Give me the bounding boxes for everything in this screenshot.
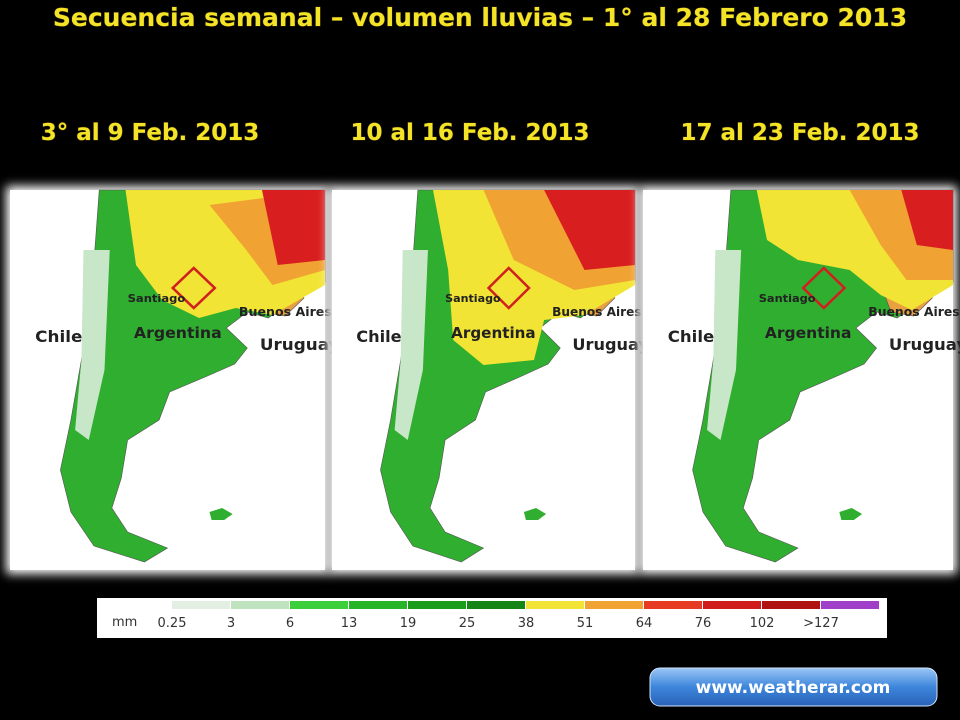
legend-swatch — [290, 601, 348, 609]
legend-unit: mm — [112, 615, 137, 630]
place-label: Buenos Aires — [552, 305, 641, 319]
place-label: Uruguay — [572, 335, 649, 354]
legend-label: 25 — [459, 616, 476, 631]
focus-diamond — [170, 266, 217, 310]
legend-label: 76 — [695, 616, 712, 631]
rain-red — [544, 190, 635, 270]
place-label: Argentina — [451, 324, 535, 342]
island — [209, 508, 233, 520]
legend-label: 64 — [636, 616, 653, 631]
place-label: Uruguay — [889, 335, 960, 354]
legend-swatch — [467, 601, 525, 609]
legend-swatch — [762, 601, 820, 609]
legend-swatch — [526, 601, 584, 609]
focus-diamond — [486, 266, 531, 310]
place-label: Buenos Aires — [868, 305, 959, 319]
link-button[interactable] — [649, 667, 938, 707]
legend-label: 51 — [577, 616, 594, 631]
legend-swatch — [703, 601, 761, 609]
place-label: Chile — [668, 327, 714, 346]
legend-swatch — [408, 601, 466, 609]
rain-red — [262, 190, 325, 265]
place-label: Uruguay — [260, 335, 340, 354]
island — [839, 508, 863, 520]
island — [523, 508, 547, 520]
legend-label: 38 — [518, 616, 535, 631]
focus-diamond — [801, 266, 847, 310]
legend-swatch — [349, 601, 407, 609]
land-west — [707, 250, 742, 440]
land-west — [394, 250, 428, 440]
legend-swatch — [172, 601, 230, 609]
place-label: Santiago — [759, 292, 816, 305]
panel-title: 3° al 9 Feb. 2013 — [41, 120, 260, 146]
land-west — [75, 250, 110, 440]
legend-swatch — [585, 601, 643, 609]
legend-swatch — [821, 601, 879, 609]
panel-title: 17 al 23 Feb. 2013 — [680, 120, 919, 146]
place-label: Argentina — [765, 324, 851, 342]
place-label: Chile — [35, 327, 82, 346]
legend-label: 0.25 — [158, 616, 187, 631]
map-panel: Chile Santiago Argentina Buenos Aires Urugua… — [10, 189, 340, 570]
legend-label: 19 — [400, 616, 417, 631]
place-label: Chile — [356, 327, 401, 346]
title: Secuencia semanal – volumen lluvias – 1°… — [53, 3, 907, 32]
panel-title: 10 al 16 Feb. 2013 — [350, 120, 589, 146]
map-panel: Chile Santiago Argentina Buenos Aires Urugua… — [643, 189, 960, 570]
map-panel: Chile Santiago Argentina Buenos Aires Urugua… — [332, 189, 650, 570]
place-label: Argentina — [134, 324, 222, 342]
legend-label: 102 — [750, 616, 775, 631]
rain-red — [901, 190, 953, 250]
legend-label: 3 — [227, 616, 235, 631]
legend-label: 6 — [286, 616, 294, 631]
legend-label: 13 — [341, 616, 358, 631]
legend-swatch — [231, 601, 289, 609]
place-label: Buenos Aires — [239, 305, 332, 319]
place-label: Santiago — [445, 292, 501, 305]
place-label: Santiago — [128, 292, 186, 305]
legend-label: >127 — [803, 616, 839, 631]
legend-swatch — [644, 601, 702, 609]
link-text[interactable]: www.weatherar.com — [696, 678, 891, 698]
